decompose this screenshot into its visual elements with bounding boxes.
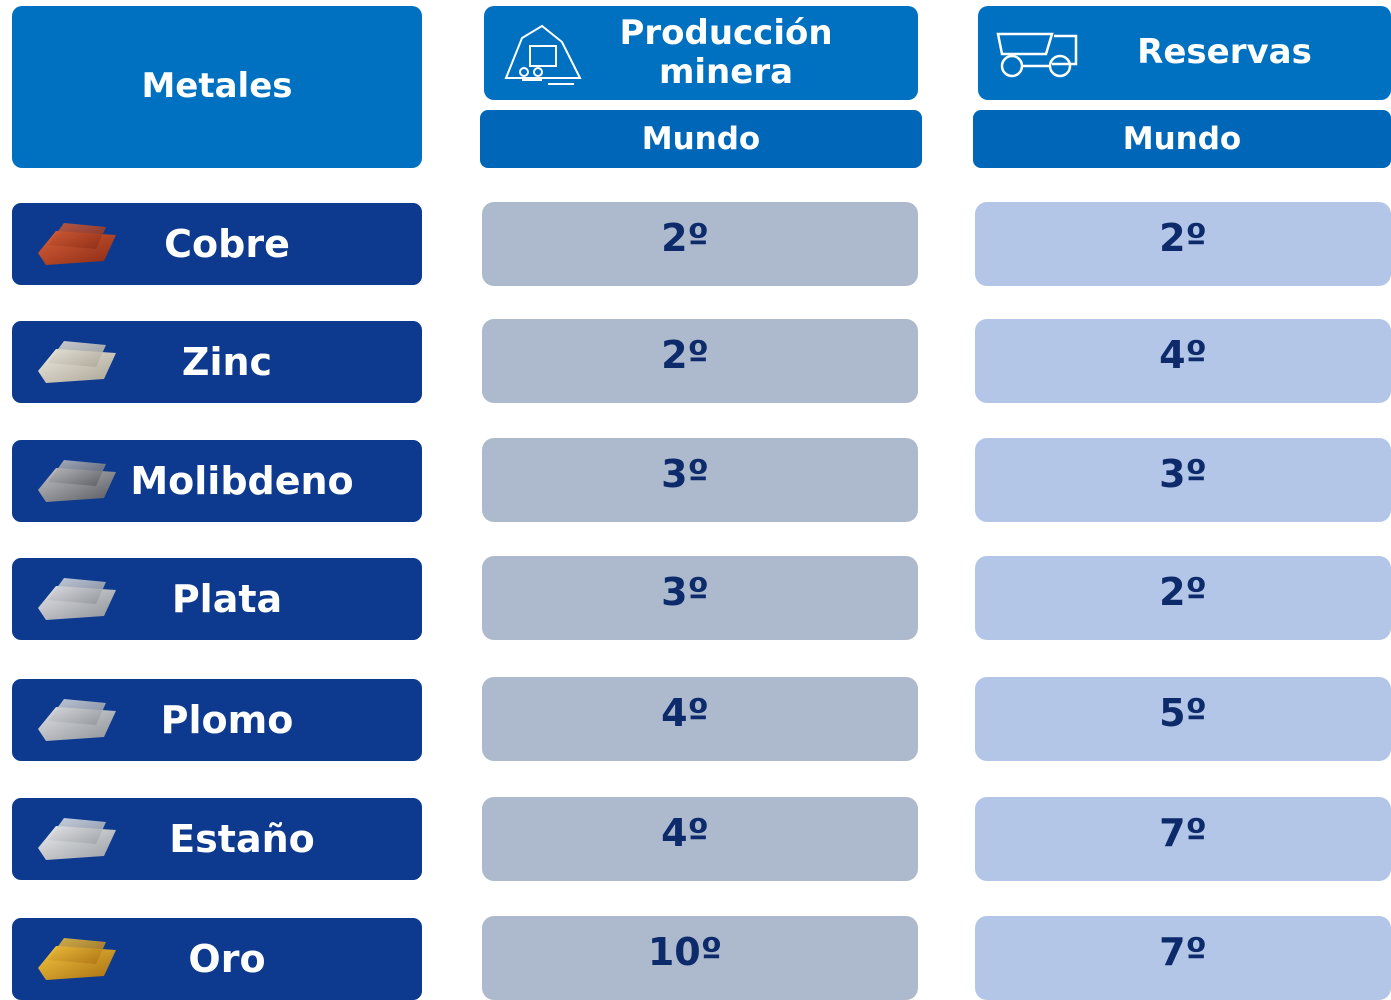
production-header: Producción minera [484,6,918,100]
reserves-header: Reservas [978,6,1391,100]
metal-label: Oro [12,918,422,1000]
metal-icon [38,699,116,741]
reserves-rank: 3º [1159,452,1207,496]
metal-name: Oro [188,937,266,981]
metal-name: Estaño [169,817,315,861]
reserves-rank-cell: 2º [975,556,1391,640]
reserves-rank-cell: 4º [975,319,1391,403]
reserves-rank: 5º [1159,691,1207,735]
reserves-rank: 4º [1159,333,1207,377]
reserves-subheader: Mundo [973,110,1391,168]
metal-icon [38,341,116,383]
production-rank: 4º [661,811,709,855]
reserves-rank: 7º [1159,930,1207,974]
reserves-rank-cell: 7º [975,916,1391,1000]
production-rank: 10º [647,930,723,974]
metal-name: Cobre [164,222,290,266]
production-rank-cell: 2º [482,319,918,403]
truck-icon [996,32,1078,78]
metal-name: Plata [171,577,283,621]
metal-icon [38,578,116,620]
production-subheader: Mundo [480,110,922,168]
metal-name: Molibdeno [130,459,354,503]
metal-icon [38,938,116,980]
production-rank: 3º [661,452,709,496]
reserves-rank-cell: 3º [975,438,1391,522]
production-rank-cell: 4º [482,797,918,881]
production-rank-cell: 3º [482,556,918,640]
reserves-rank-cell: 5º [975,677,1391,761]
metal-name: Plomo [160,698,294,742]
reserves-rank-cell: 7º [975,797,1391,881]
production-rank: 4º [661,691,709,735]
reserves-rank: 7º [1159,811,1207,855]
metal-label: Plata [12,558,422,640]
production-subtitle: Mundo [641,121,761,157]
production-rank: 2º [661,333,709,377]
production-rank-cell: 3º [482,438,918,522]
reserves-title: Reservas [1137,32,1312,73]
metal-label: Plomo [12,679,422,761]
reserves-subtitle: Mundo [1122,121,1242,157]
reserves-rank-cell: 2º [975,202,1391,286]
production-title: Producción minera [619,12,833,92]
metal-label: Zinc [12,321,422,403]
production-rank: 2º [661,216,709,260]
metal-label: Cobre [12,203,422,285]
production-rank-cell: 2º [482,202,918,286]
mine-icon [504,24,582,85]
metals-header: Metales [12,6,422,168]
production-rank-cell: 10º [482,916,918,1000]
metal-icon [38,460,116,502]
metal-name: Zinc [181,340,273,384]
metal-icon [38,818,116,860]
metals-header-text: Metales [141,66,293,107]
reserves-rank: 2º [1159,570,1207,614]
metal-icon [38,223,116,265]
metal-label: Estaño [12,798,422,880]
reserves-rank: 2º [1159,216,1207,260]
production-rank: 3º [661,570,709,614]
metal-label: Molibdeno [12,440,422,522]
production-rank-cell: 4º [482,677,918,761]
